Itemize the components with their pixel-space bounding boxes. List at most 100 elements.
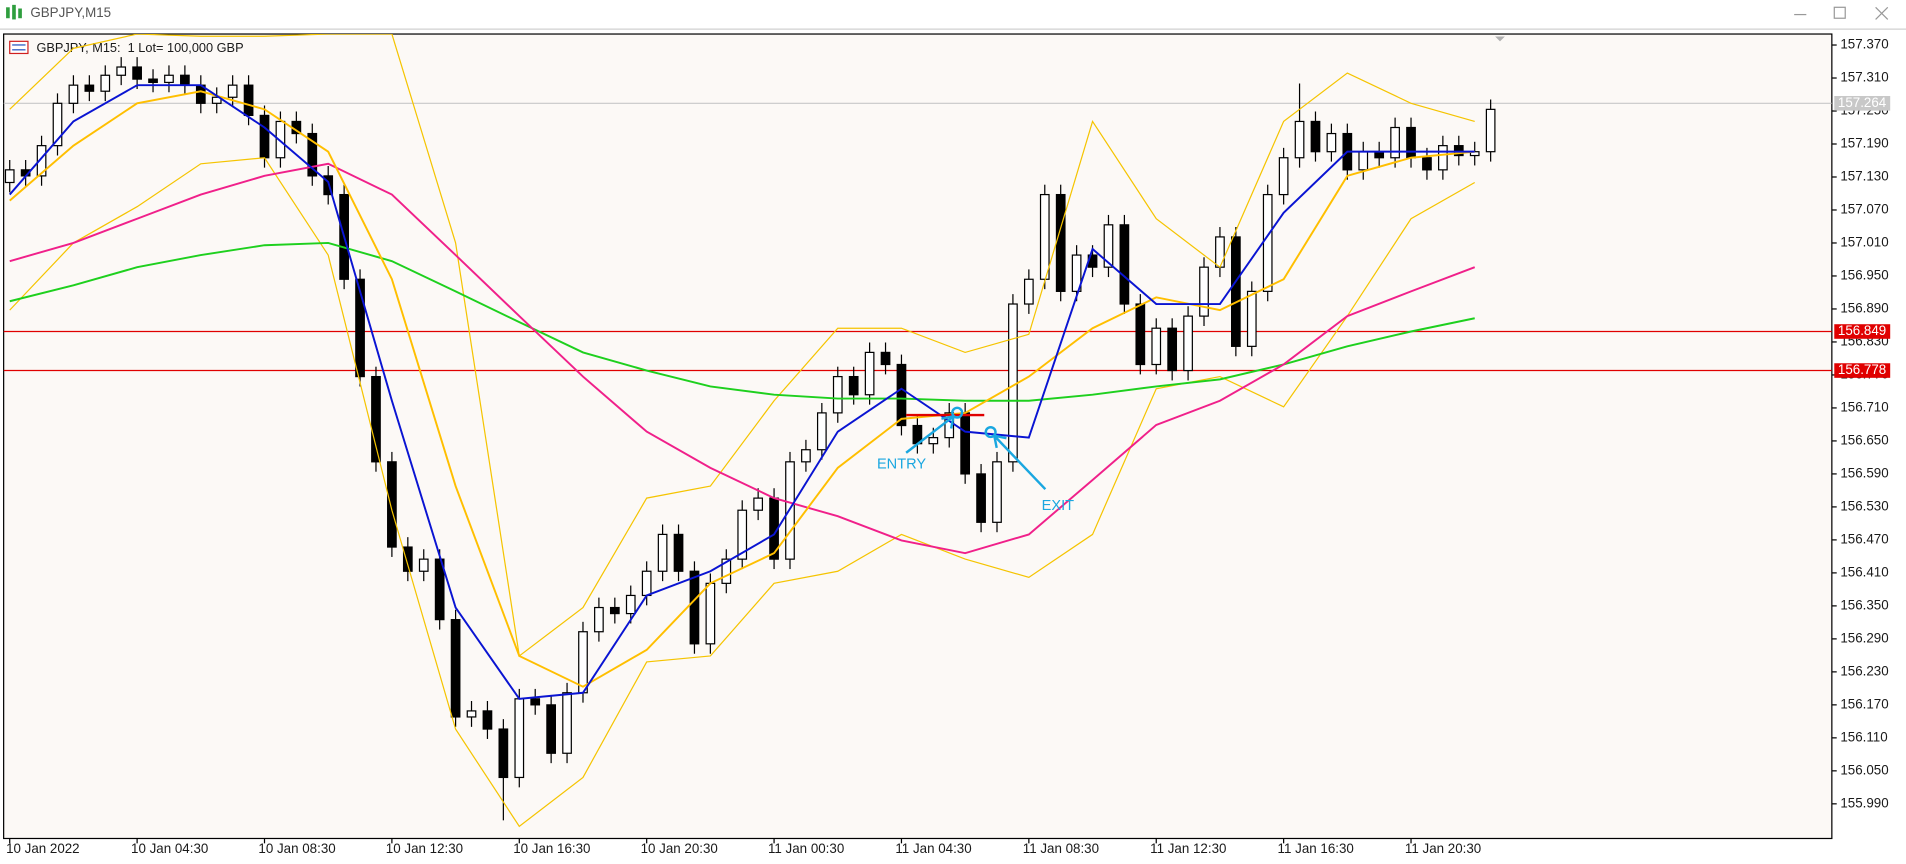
candle-body — [992, 461, 1002, 523]
candle-body — [562, 692, 572, 754]
candle-body — [609, 606, 620, 615]
candle-body — [816, 412, 827, 451]
x-tick-label: 11 Jan 12:30 — [1150, 841, 1226, 856]
candle-body — [1103, 224, 1114, 268]
candle-body — [1406, 126, 1416, 159]
candle-body — [211, 96, 222, 104]
candle-body — [594, 606, 604, 633]
exit-label: EXIT — [1042, 498, 1075, 514]
candle-body — [52, 102, 63, 147]
candle-body — [387, 461, 397, 548]
candle-body — [1278, 157, 1289, 196]
candle-body — [1422, 157, 1432, 171]
entry-marker — [951, 406, 964, 419]
candle-body — [164, 74, 174, 84]
candle-body — [928, 437, 939, 445]
plot-layer: ENTRY EXIT — [3, 34, 1832, 828]
candle-body — [737, 509, 748, 560]
current-price-box — [1834, 96, 1891, 111]
candle-body — [1453, 145, 1464, 157]
candle-body — [1023, 278, 1034, 305]
candle-body — [466, 710, 477, 718]
candle-body — [84, 84, 95, 92]
x-tick-label: 11 Jan 00:30 — [768, 841, 844, 856]
level-label: 156.778 — [1838, 362, 1886, 377]
candle-body — [180, 74, 190, 86]
y-tick-label: 156.950 — [1840, 267, 1888, 282]
candle-body — [4, 169, 15, 184]
candle-body — [450, 619, 461, 718]
candle-body — [1167, 327, 1178, 372]
candle-body — [227, 84, 238, 98]
x-tick-label: 10 Jan 04:30 — [131, 841, 208, 856]
candle-body — [402, 546, 413, 572]
x-tick-label: 10 Jan 20:30 — [641, 841, 718, 856]
candle-body — [275, 120, 286, 159]
candle-body — [546, 704, 556, 754]
candle-body — [259, 114, 270, 159]
candle-body — [753, 497, 764, 511]
candle-body — [1485, 108, 1496, 153]
y-tick-label: 156.530 — [1840, 498, 1888, 513]
candle-body — [721, 558, 732, 584]
candle-body — [705, 582, 716, 645]
candle-body — [1390, 126, 1400, 159]
y-tick-label: 156.050 — [1840, 762, 1888, 777]
title-bar — [0, 0, 1906, 28]
y-tick-label: 156.470 — [1840, 531, 1888, 546]
candle-body — [880, 351, 891, 366]
y-tick-label: 156.350 — [1840, 597, 1888, 612]
shift-marker — [1495, 36, 1505, 42]
candle-body — [355, 278, 365, 378]
axis-layer: 157.370157.310157.250157.190157.130157.0… — [6, 37, 1891, 856]
candle-body — [689, 570, 700, 645]
current-price-label: 157.264 — [1838, 95, 1887, 110]
y-tick-label: 156.410 — [1840, 564, 1888, 579]
candle-body — [1246, 290, 1257, 347]
candle-body — [116, 66, 127, 76]
indicator-line — [9, 157, 1476, 828]
level-box — [1834, 363, 1891, 378]
close-button[interactable] — [1875, 6, 1889, 20]
candle-body — [482, 710, 493, 730]
candle-body — [1055, 193, 1066, 292]
candle-body — [530, 698, 541, 706]
candle-body — [243, 84, 254, 117]
x-tick-label: 10 Jan 16:30 — [513, 841, 590, 856]
candle-body — [1119, 224, 1130, 305]
candle-body — [148, 78, 158, 84]
candle-body — [944, 412, 955, 439]
x-tick-label: 11 Jan 04:30 — [895, 841, 971, 856]
x-tick-label: 10 Jan 08:30 — [258, 841, 335, 856]
candle-body — [100, 74, 111, 92]
y-tick-label: 156.710 — [1840, 399, 1888, 414]
candle-body — [1199, 266, 1209, 317]
maximize-button[interactable] — [1833, 6, 1846, 19]
candle-body — [68, 84, 79, 104]
candle-body — [1151, 327, 1162, 366]
window-icon — [6, 4, 22, 20]
indicator-line — [9, 241, 1475, 402]
candle-body — [1215, 236, 1225, 268]
y-tick-label: 157.010 — [1840, 235, 1888, 250]
candle-body — [371, 375, 381, 463]
candle-body — [673, 533, 684, 572]
y-tick-label: 156.170 — [1840, 696, 1888, 711]
y-tick-label: 156.230 — [1840, 663, 1888, 678]
candle-body — [801, 449, 811, 463]
entry-arrow — [905, 415, 955, 454]
x-tick-label: 10 Jan 12:30 — [386, 841, 463, 856]
y-tick-label: 156.650 — [1840, 432, 1888, 447]
candle-body — [848, 375, 859, 396]
candle-body — [960, 412, 971, 475]
candle-body — [641, 570, 652, 597]
level-label: 156.849 — [1838, 323, 1886, 338]
x-tick-label: 11 Jan 08:30 — [1023, 841, 1099, 856]
candle-body — [1358, 151, 1369, 171]
candle-body — [1262, 193, 1273, 292]
y-tick-label: 156.110 — [1840, 729, 1887, 744]
indicator-line — [9, 34, 1475, 658]
candle-body — [514, 698, 525, 779]
